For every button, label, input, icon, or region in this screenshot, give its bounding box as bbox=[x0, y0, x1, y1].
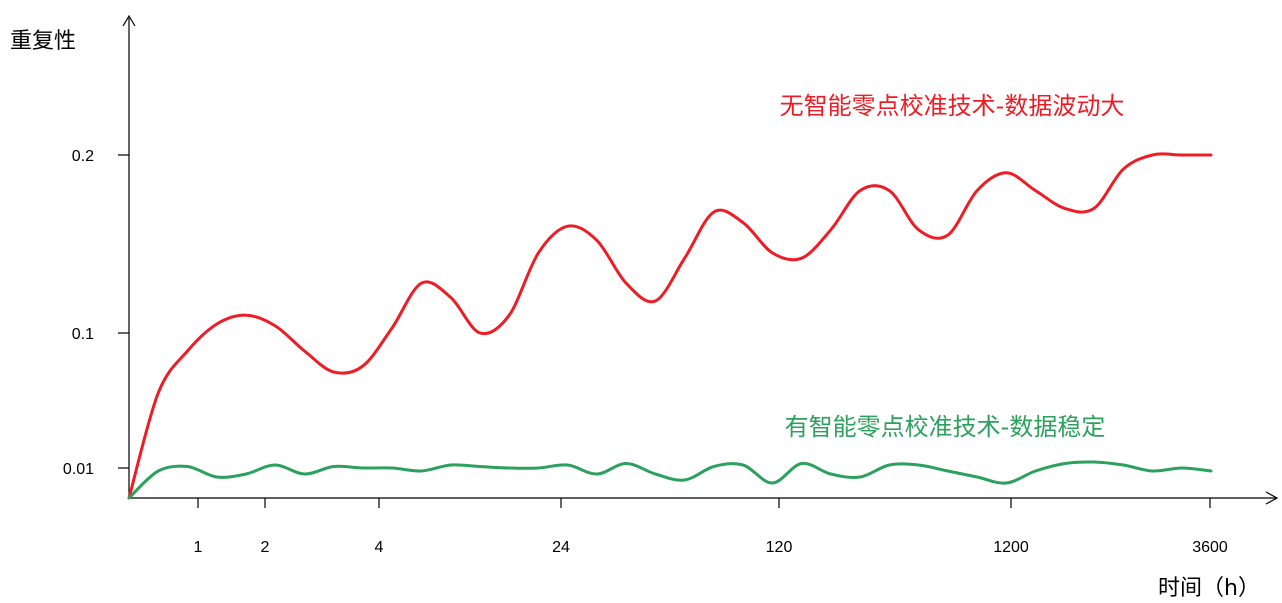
x-axis-label: 时间（h） bbox=[1158, 576, 1260, 601]
y-tick-label: 0.1 bbox=[72, 326, 94, 343]
x-tick-label: 2 bbox=[261, 539, 270, 556]
x-tick-label: 24 bbox=[552, 539, 570, 556]
y-tick-label: 0.2 bbox=[72, 148, 94, 165]
y-ticks: 0.01 0.1 0.2 bbox=[63, 148, 129, 478]
x-tick-label: 120 bbox=[766, 539, 793, 556]
series-annotation: 有智能零点校准技术-数据稳定 bbox=[785, 413, 1106, 441]
series-line bbox=[127, 152, 1213, 500]
y-axis-arrow bbox=[122, 14, 136, 27]
y-axis-label: 重复性 bbox=[10, 29, 76, 54]
series-line bbox=[127, 460, 1213, 500]
x-tick-label: 1200 bbox=[993, 539, 1029, 556]
x-axis-arrow bbox=[1265, 491, 1279, 505]
axes bbox=[122, 14, 1279, 505]
x-tick-label: 1 bbox=[194, 539, 203, 556]
series-annotation: 无智能零点校准技术-数据波动大 bbox=[780, 92, 1125, 120]
y-tick-label: 0.01 bbox=[63, 461, 94, 478]
series bbox=[127, 152, 1213, 500]
x-tick-label: 4 bbox=[375, 539, 384, 556]
x-tick-label: 3600 bbox=[1192, 539, 1228, 556]
x-ticks: 1 2 4 24 120 1200 3600 bbox=[194, 498, 1228, 556]
